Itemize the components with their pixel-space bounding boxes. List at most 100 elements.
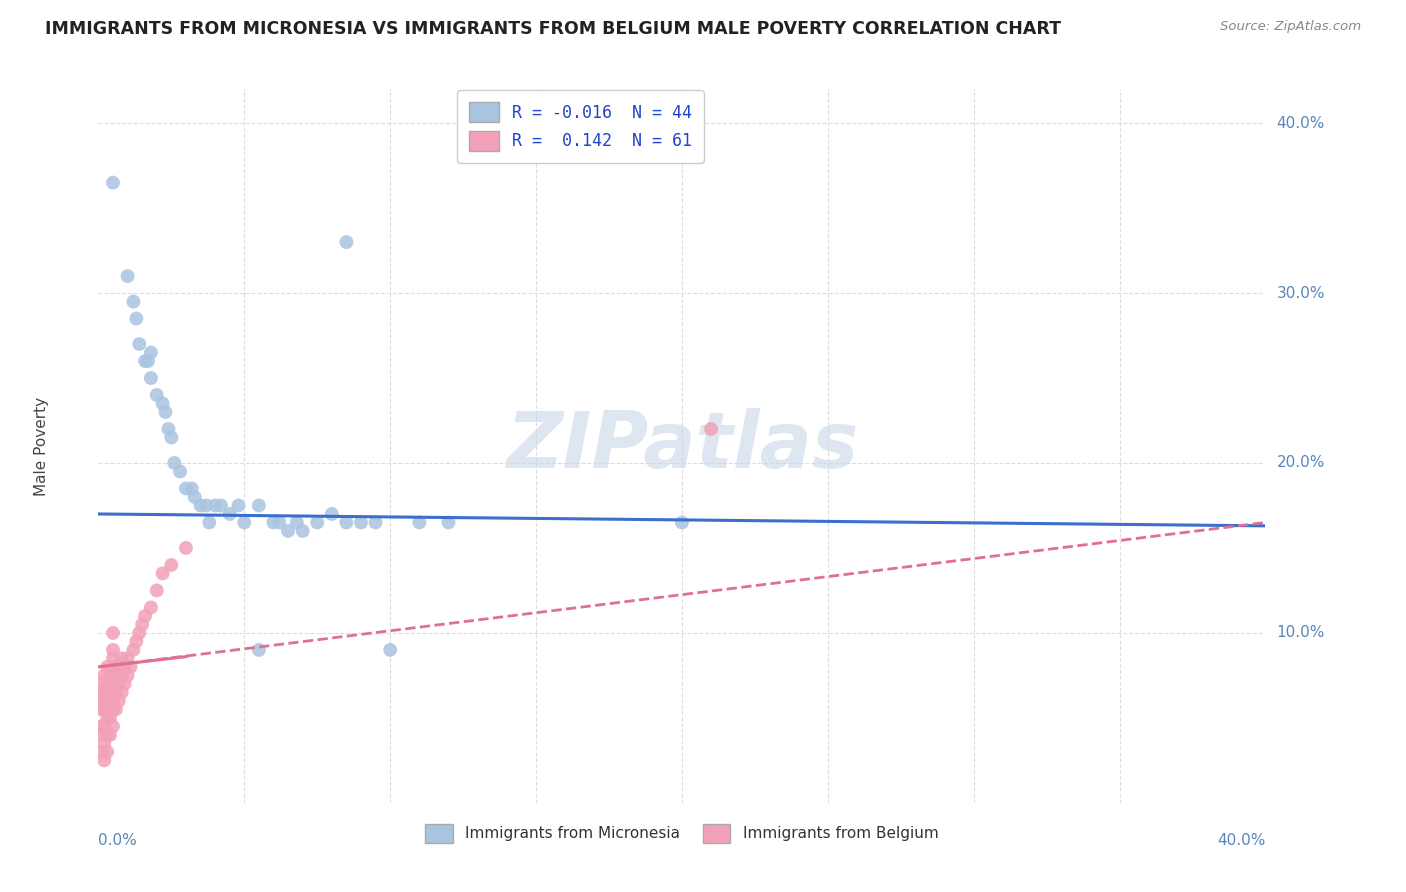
Point (96, 660, 118, 674)
Point (125, 311, 148, 326)
Text: Source: ZipAtlas.com: Source: ZipAtlas.com (1220, 20, 1361, 33)
Text: 40.0%: 40.0% (1218, 833, 1265, 848)
Point (98, 694, 121, 708)
Point (96, 677, 118, 691)
Point (104, 668, 127, 682)
Point (437, 516, 460, 530)
Point (307, 516, 329, 530)
Point (117, 668, 139, 682)
Point (160, 558, 183, 572)
Point (262, 516, 284, 530)
Point (700, 422, 723, 436)
Point (291, 524, 314, 538)
Point (134, 354, 156, 368)
Point (195, 499, 218, 513)
Text: ZIPatlas: ZIPatlas (506, 408, 858, 484)
Point (285, 516, 308, 530)
Point (160, 430, 183, 444)
Text: 40.0%: 40.0% (1277, 116, 1324, 131)
Point (114, 660, 136, 674)
Point (139, 371, 162, 385)
Point (218, 507, 240, 521)
Text: IMMIGRANTS FROM MICRONESIA VS IMMIGRANTS FROM BELGIUM MALE POVERTY CORRELATION C: IMMIGRANTS FROM MICRONESIA VS IMMIGRANTS… (45, 20, 1062, 37)
Point (108, 677, 131, 691)
Point (128, 626, 150, 640)
Point (90, 694, 112, 708)
Point (111, 668, 134, 682)
Point (350, 516, 373, 530)
Point (198, 516, 221, 530)
Point (117, 269, 139, 284)
Point (228, 499, 250, 513)
Text: 0.0%: 0.0% (98, 833, 138, 848)
Point (169, 465, 191, 479)
Point (101, 651, 124, 665)
Point (90, 728, 112, 742)
Point (183, 490, 205, 504)
Point (408, 516, 430, 530)
Text: 10.0%: 10.0% (1277, 625, 1324, 640)
Point (152, 566, 174, 581)
Point (364, 516, 387, 530)
Point (98, 711, 121, 725)
Point (90, 677, 112, 691)
Point (247, 643, 270, 657)
Point (101, 626, 124, 640)
Point (90, 719, 112, 733)
Point (277, 524, 299, 538)
Point (139, 600, 162, 615)
Point (101, 694, 124, 708)
Point (128, 337, 150, 351)
Point (125, 634, 148, 648)
Point (209, 499, 232, 513)
Point (96, 694, 118, 708)
Point (93, 702, 115, 716)
Point (108, 660, 131, 674)
Point (152, 396, 174, 410)
Point (96, 702, 118, 716)
Point (180, 482, 202, 496)
Point (190, 499, 212, 513)
Point (155, 405, 177, 419)
Point (101, 702, 124, 716)
Point (96, 728, 118, 742)
Point (104, 702, 127, 716)
Point (136, 354, 159, 368)
Legend: Immigrants from Micronesia, Immigrants from Belgium: Immigrants from Micronesia, Immigrants f… (419, 818, 945, 848)
Point (335, 235, 357, 249)
Point (93, 694, 115, 708)
Point (131, 617, 153, 632)
Point (104, 685, 127, 699)
Point (111, 685, 134, 699)
Point (120, 660, 142, 674)
Point (671, 516, 693, 530)
Point (163, 456, 186, 470)
Point (117, 651, 139, 665)
Point (157, 422, 180, 436)
Point (247, 499, 270, 513)
Point (101, 719, 124, 733)
Point (96, 745, 118, 759)
Point (96, 711, 118, 725)
Point (93, 685, 115, 699)
Text: 20.0%: 20.0% (1277, 456, 1324, 470)
Point (101, 677, 124, 691)
Point (111, 651, 134, 665)
Point (146, 388, 169, 402)
Text: Male Poverty: Male Poverty (34, 396, 49, 496)
Point (122, 294, 145, 309)
Point (335, 516, 357, 530)
Point (90, 685, 112, 699)
Point (101, 176, 124, 190)
Point (204, 499, 226, 513)
Point (146, 583, 169, 598)
Point (98, 728, 121, 742)
Point (101, 685, 124, 699)
Point (174, 541, 197, 555)
Point (380, 643, 402, 657)
Point (108, 694, 131, 708)
Point (139, 345, 162, 359)
Point (93, 668, 115, 682)
Point (90, 702, 112, 716)
Point (122, 643, 145, 657)
